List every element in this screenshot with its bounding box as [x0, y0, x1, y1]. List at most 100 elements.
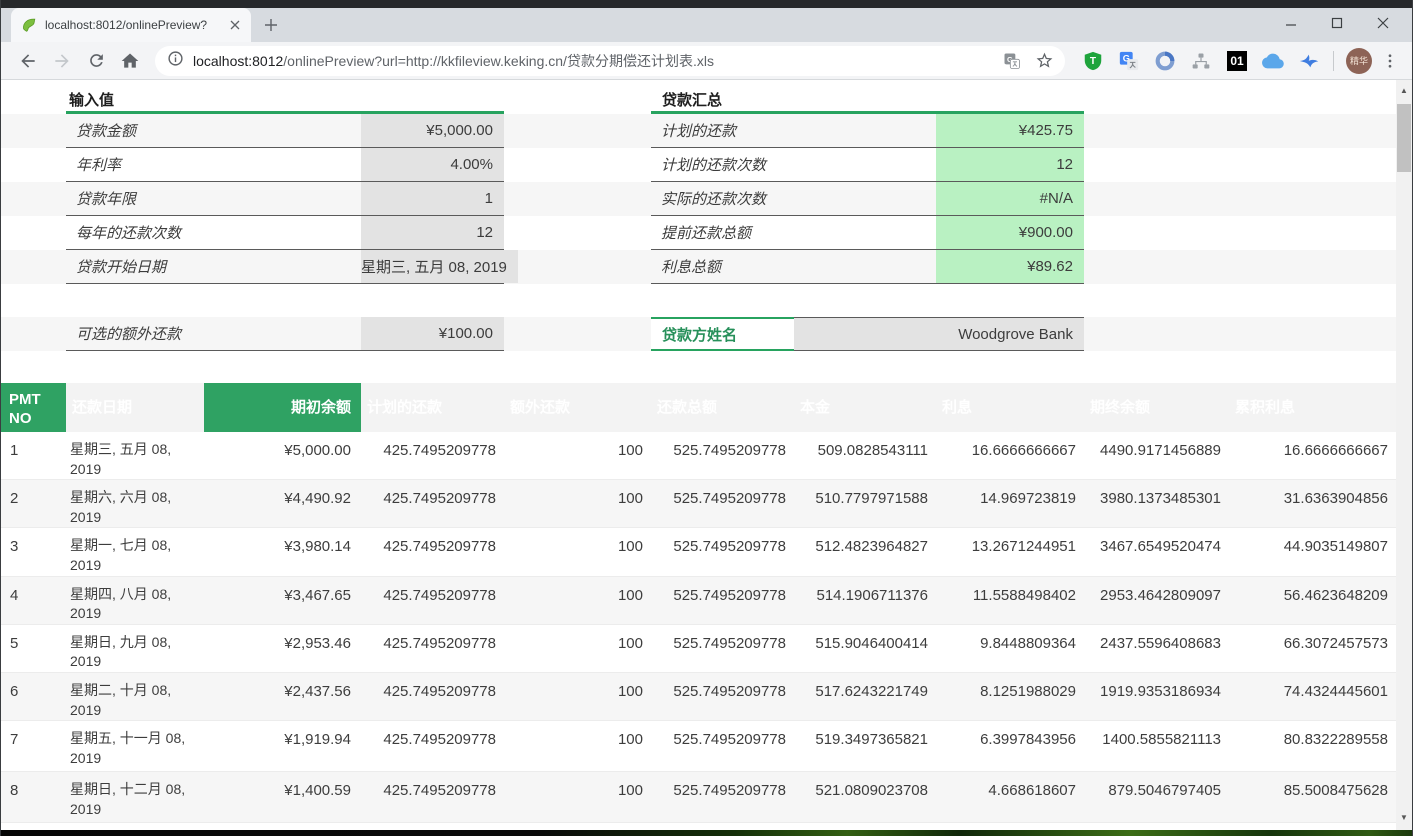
field-cellpair: 实际的还款次数#N/A	[651, 182, 1084, 216]
schedule-header-cell: 计划的还款	[361, 383, 504, 432]
tab-close-icon[interactable]	[227, 17, 243, 33]
schedule-row: 2星期六, 六月 08, 2019¥4,490.92425.7495209778…	[1, 480, 1396, 528]
minimize-button[interactable]	[1268, 10, 1314, 36]
sitemap-extension-icon[interactable]	[1189, 49, 1213, 73]
page-info-icon[interactable]	[167, 50, 184, 72]
schedule-cell: 100	[504, 721, 651, 771]
schedule-header-cell: 期终余额	[1084, 383, 1229, 432]
input-section-title: 输入值	[69, 89, 114, 110]
cloud-extension-icon[interactable]	[1261, 49, 1285, 73]
schedule-cell: 525.7495209778	[651, 432, 794, 479]
maximize-button[interactable]	[1314, 10, 1360, 36]
profile-avatar[interactable]: 精华	[1346, 48, 1372, 74]
browser-menu-icon[interactable]	[1378, 49, 1402, 73]
schedule-cell: 74.4324445601	[1229, 673, 1396, 720]
schedule-cell: 100	[504, 480, 651, 527]
schedule-cell: 星期日, 九月 08, 2019	[66, 625, 204, 672]
url-path: /onlinePreview?url=http://kkfileview.kek…	[283, 53, 714, 69]
preview-content: 输入值 贷款汇总 贷款金额¥5,000.00计划的还款¥425.75年利率4.0…	[1, 80, 1412, 830]
field-value: 1	[361, 182, 504, 215]
badge-01-extension-icon[interactable]: 01	[1225, 49, 1249, 73]
schedule-header-cell: 还款日期	[66, 383, 204, 432]
shield-extension-icon[interactable]: T	[1081, 49, 1105, 73]
schedule-row: 8星期日, 十二月 08, 2019¥1,400.59425.749520977…	[1, 772, 1396, 823]
field-value: #N/A	[936, 182, 1084, 215]
field-row: 贷款金额¥5,000.00计划的还款¥425.75	[1, 114, 1396, 148]
section-headers-row: 输入值 贷款汇总	[1, 84, 1396, 114]
schedule-cell: 14.969723819	[936, 480, 1084, 527]
circle-extension-icon[interactable]	[1153, 49, 1177, 73]
field-value: 4.00%	[361, 148, 504, 181]
schedule-cell: 1	[1, 432, 66, 479]
field-label: 年利率	[66, 148, 361, 181]
translate-page-action-icon[interactable]: G	[1001, 50, 1023, 72]
field-value: 12	[361, 216, 504, 249]
new-tab-button[interactable]	[257, 11, 285, 39]
field-row: 贷款开始日期星期三, 五月 08, 2019利息总额¥89.62	[1, 250, 1396, 284]
schedule-header-cell: 期初余额	[204, 383, 361, 432]
lender-value: Woodgrove Bank	[794, 317, 1084, 351]
extra-payment-row: 可选的额外还款 ¥100.00 贷款方姓名 Woodgrove Bank	[1, 317, 1396, 351]
schedule-cell: 425.7495209778	[361, 577, 504, 624]
reload-button[interactable]	[83, 48, 109, 74]
schedule-cell: 425.7495209778	[361, 432, 504, 479]
field-label: 贷款开始日期	[66, 250, 361, 283]
schedule-cell: ¥2,953.46	[204, 625, 361, 672]
schedule-cell: 4490.9171456889	[1084, 432, 1229, 479]
browser-window: localhost:8012/onlinePreview?	[0, 0, 1413, 836]
empty-row	[1, 300, 1396, 317]
schedule-cell: ¥879.50	[204, 823, 361, 830]
field-cellpair: 提前还款总额¥900.00	[651, 216, 1084, 250]
translate-extension-icon[interactable]: G	[1117, 49, 1141, 73]
address-bar[interactable]: localhost:8012/onlinePreview?url=http://…	[155, 46, 1065, 76]
schedule-table-header: PMT NO还款日期期初余额计划的还款额外还款还款总额本金利息期终余额累积利息	[1, 383, 1396, 432]
home-button[interactable]	[117, 48, 143, 74]
vertical-scrollbar[interactable]: ▲ ▼	[1396, 80, 1412, 830]
schedule-cell: 66.3072457573	[1229, 625, 1396, 672]
schedule-row: 1星期三, 五月 08, 2019¥5,000.00425.7495209778…	[1, 432, 1396, 480]
schedule-header-cell: 额外还款	[504, 383, 651, 432]
schedule-cell: 525.7495209778	[651, 673, 794, 720]
scrollbar-thumb[interactable]	[1397, 104, 1411, 172]
input-summary-rows: 贷款金额¥5,000.00计划的还款¥425.75年利率4.00%计划的还款次数…	[1, 114, 1396, 284]
browser-tab[interactable]: localhost:8012/onlinePreview?	[11, 8, 251, 42]
field-row: 每年的还款次数12 提前还款总额¥900.00	[1, 216, 1396, 250]
schedule-cell: ¥1,919.94	[204, 721, 361, 771]
swallow-extension-icon[interactable]	[1297, 49, 1321, 73]
schedule-header-cell: 还款总额	[651, 383, 794, 432]
schedule-cell: ¥4,490.92	[204, 480, 361, 527]
schedule-row: 5星期日, 九月 08, 2019¥2,953.46425.7495209778…	[1, 625, 1396, 673]
schedule-row: 7星期五, 十一月 08, 2019¥1,919.94425.749520977…	[1, 721, 1396, 772]
scroll-up-icon[interactable]: ▲	[1396, 82, 1412, 99]
field-cellpair: 计划的还款¥425.75	[651, 114, 1084, 148]
schedule-row: 4星期四, 八月 08, 2019¥3,467.65425.7495209778…	[1, 577, 1396, 625]
schedule-cell: 星期三, 五月 08, 2019	[66, 432, 204, 479]
schedule-header-cell: 利息	[936, 383, 1084, 432]
back-button[interactable]	[15, 48, 41, 74]
schedule-cell: 879.5046797405	[1084, 772, 1229, 822]
forward-button[interactable]	[49, 48, 75, 74]
schedule-cell: 11.5588498402	[936, 577, 1084, 624]
schedule-cell: 2953.4642809097	[1084, 577, 1229, 624]
schedule-cell: ¥3,467.65	[204, 577, 361, 624]
field-value: 12	[936, 148, 1084, 181]
schedule-cell: 521.0809023708	[794, 772, 936, 822]
schedule-cell: 515.9046400414	[794, 625, 936, 672]
schedule-cell: ¥3,980.14	[204, 528, 361, 575]
schedule-cell: ¥2,437.56	[204, 673, 361, 720]
bookmark-star-icon[interactable]	[1033, 50, 1055, 72]
schedule-cell: 31.6363904856	[1229, 480, 1396, 527]
schedule-cell: 4	[1, 577, 66, 624]
close-window-button[interactable]	[1360, 10, 1406, 36]
schedule-cell: 100	[504, 823, 651, 830]
scroll-down-icon[interactable]: ▼	[1396, 809, 1412, 826]
schedule-cell: 425.7495209778	[361, 625, 504, 672]
schedule-table-body: 1星期三, 五月 08, 2019¥5,000.00425.7495209778…	[1, 432, 1396, 830]
schedule-cell: 2.9316822658	[936, 823, 1084, 830]
field-cellpair: 每年的还款次数12	[66, 216, 504, 250]
schedule-cell: 星期六, 六月 08, 2019	[66, 480, 204, 527]
schedule-cell: 100	[504, 577, 651, 624]
schedule-cell: 425.7495209778	[361, 772, 504, 822]
field-row: 贷款年限1实际的还款次数#N/A	[1, 182, 1396, 216]
schedule-cell: 56.4623648209	[1229, 577, 1396, 624]
